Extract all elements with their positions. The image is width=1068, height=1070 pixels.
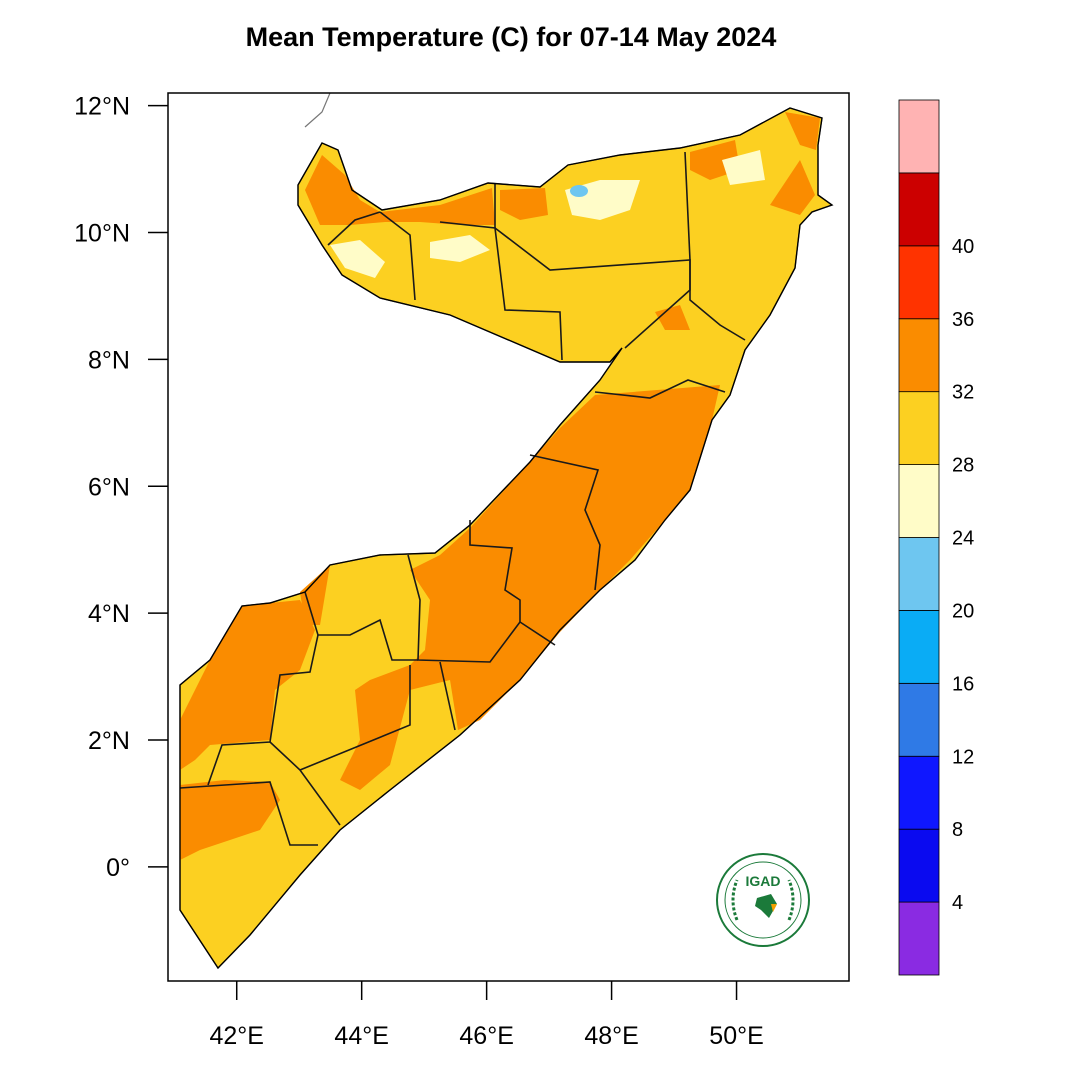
colorbar-label: 20	[952, 600, 974, 622]
colorbar-label: 40	[952, 236, 974, 258]
colorbar-label: 4	[952, 892, 963, 914]
temp-zone-16-20	[570, 185, 588, 197]
colorbar-swatch	[898, 610, 940, 684]
lat-tick-label: 6°N	[88, 473, 130, 501]
neighbor-border	[304, 93, 331, 128]
colorbar-swatch	[898, 537, 940, 611]
colorbar-label: 24	[952, 528, 974, 550]
colorbar-label: 8	[952, 819, 963, 841]
colorbar-swatch	[898, 828, 940, 903]
lat-tick-label: 12°N	[74, 93, 130, 121]
map-area	[179, 93, 834, 970]
map-title: Mean Temperature (C) for 07-14 May 2024	[245, 22, 777, 52]
lon-tick-label: 42°E	[209, 1022, 263, 1050]
colorbar-swatch	[898, 901, 940, 976]
igad-logo-text: IGAD	[746, 873, 781, 889]
lon-tick-label: 46°E	[459, 1022, 513, 1050]
lon-tick-label: 48°E	[584, 1022, 638, 1050]
colorbar-label: 16	[952, 673, 974, 695]
country-outline	[179, 107, 834, 970]
colorbar-label: 28	[952, 455, 974, 477]
colorbar-swatch	[898, 464, 940, 538]
igad-logo: IGAD	[716, 853, 810, 947]
temp-zone-28-32	[180, 112, 820, 860]
lat-tick-label: 4°N	[88, 600, 130, 628]
colorbar: 4 8 12 16 20 24 28 32 36 40	[898, 99, 974, 976]
colorbar-label: 36	[952, 309, 974, 331]
colorbar-swatch	[898, 682, 940, 757]
colorbar-label: 12	[952, 746, 974, 768]
longitude-axis: 42°E 44°E 46°E 48°E 50°E	[209, 981, 764, 1050]
lat-tick-label: 0°	[106, 854, 130, 882]
colorbar-swatch	[898, 318, 940, 393]
lon-tick-label: 50°E	[709, 1022, 763, 1050]
latitude-axis: 12°N 10°N 8°N 6°N 4°N 2°N 0°	[74, 93, 168, 882]
colorbar-swatch	[898, 391, 940, 465]
plot-frame	[167, 92, 850, 982]
colorbar-label: 32	[952, 382, 974, 404]
lat-tick-label: 8°N	[88, 346, 130, 374]
lon-tick-label: 44°E	[334, 1022, 388, 1050]
colorbar-swatch	[898, 755, 940, 830]
colorbar-swatch	[898, 172, 940, 247]
lat-tick-label: 2°N	[88, 727, 130, 755]
lat-tick-label: 10°N	[74, 220, 130, 248]
colorbar-swatch	[898, 245, 940, 320]
region-boundaries	[179, 151, 746, 846]
colorbar-swatch	[898, 99, 940, 174]
